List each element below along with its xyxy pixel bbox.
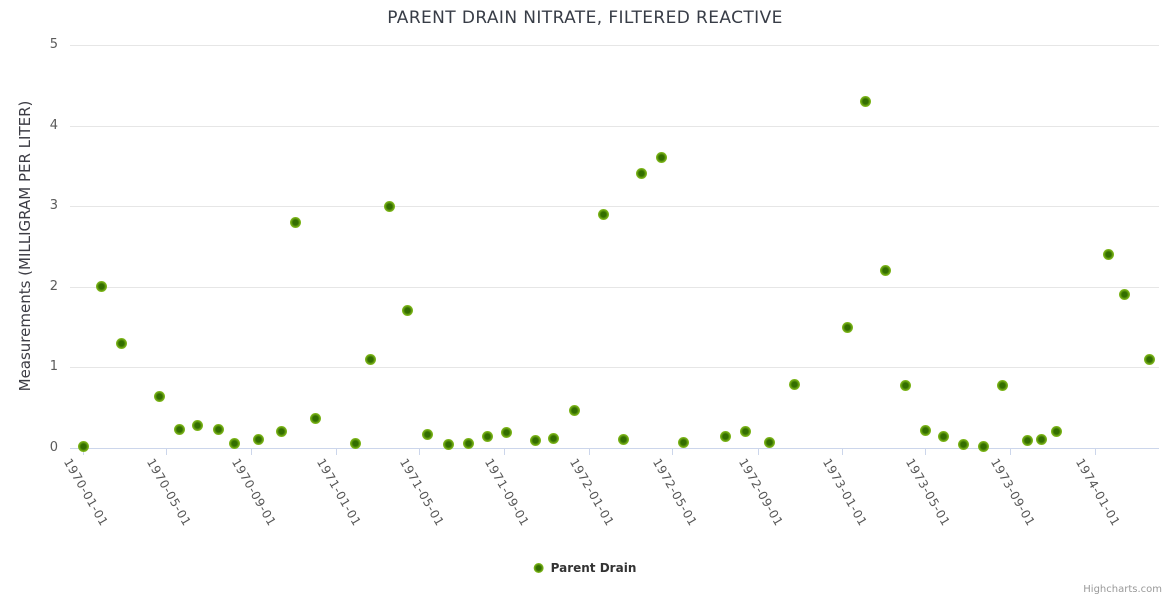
x-axis-tick [166, 449, 168, 455]
data-point[interactable] [275, 425, 287, 437]
data-point[interactable] [977, 440, 989, 452]
data-point[interactable] [1143, 353, 1155, 365]
data-point[interactable] [383, 200, 395, 212]
data-point[interactable] [655, 152, 667, 164]
x-axis-tick-label: 1973-09-01 [988, 456, 1039, 529]
data-point[interactable] [636, 168, 648, 180]
data-point[interactable] [919, 424, 931, 436]
chart-title: PARENT DRAIN NITRATE, FILTERED REACTIVE [387, 8, 783, 28]
y-axis-tick-label: 1 [49, 359, 58, 375]
data-point[interactable] [115, 337, 127, 349]
gridline [70, 286, 1159, 288]
x-axis-tick-label: 1973-05-01 [903, 456, 954, 529]
x-axis-tick [672, 449, 674, 455]
data-point[interactable] [309, 413, 321, 425]
y-axis-title: Measurements (MILLIGRAM PER LITER) [16, 100, 34, 392]
x-axis-tick [1010, 449, 1012, 455]
data-point[interactable] [96, 281, 108, 293]
x-axis-tick-label: 1971-09-01 [482, 456, 533, 529]
legend-marker-icon [533, 563, 544, 573]
x-axis-tick-label: 1972-01-01 [566, 456, 617, 529]
x-axis-tick-label: 1974-01-01 [1072, 456, 1123, 529]
x-axis-tick [842, 449, 844, 455]
data-point[interactable] [77, 440, 89, 452]
data-point[interactable] [422, 428, 434, 440]
data-point[interactable] [598, 208, 610, 220]
data-point[interactable] [228, 438, 240, 450]
y-axis-tick-label: 4 [49, 117, 58, 133]
x-axis-tick-label: 1971-05-01 [396, 456, 447, 529]
data-point[interactable] [402, 305, 414, 317]
x-axis-tick [504, 449, 506, 455]
y-axis-tick-label: 3 [49, 198, 58, 214]
x-axis-tick-label: 1970-01-01 [60, 456, 111, 529]
data-point[interactable] [547, 432, 559, 444]
data-point[interactable] [1050, 426, 1062, 438]
x-axis-tick [335, 449, 337, 455]
legend-item-label: Parent Drain [550, 561, 637, 575]
data-point[interactable] [213, 423, 225, 435]
data-point[interactable] [719, 431, 731, 443]
data-point[interactable] [174, 423, 186, 435]
x-axis-tick [757, 449, 759, 455]
y-axis-tick-label: 2 [49, 278, 58, 294]
data-point[interactable] [997, 379, 1009, 391]
x-axis-tick [925, 449, 927, 455]
x-axis-tick-label: 1970-05-01 [143, 456, 194, 529]
data-point[interactable] [957, 439, 969, 451]
x-axis-tick [83, 449, 84, 455]
data-point[interactable] [1103, 249, 1115, 261]
data-point[interactable] [154, 390, 166, 402]
gridline [70, 367, 1159, 369]
y-axis-tick-label: 5 [49, 37, 58, 52]
data-point[interactable] [899, 380, 911, 392]
gridline [70, 125, 1159, 127]
gridline [70, 206, 1159, 208]
x-axis-tick-label: 1972-09-01 [735, 456, 786, 529]
data-point[interactable] [938, 431, 950, 443]
x-axis-tick [1095, 449, 1096, 455]
x-axis-tick-label: 1972-05-01 [650, 456, 701, 529]
data-point[interactable] [350, 437, 362, 449]
data-point[interactable] [192, 419, 204, 431]
data-point[interactable] [482, 431, 494, 443]
data-point[interactable] [763, 436, 775, 448]
data-point[interactable] [252, 434, 264, 446]
data-point[interactable] [529, 435, 541, 447]
data-point[interactable] [678, 436, 690, 448]
data-point[interactable] [841, 321, 853, 333]
x-axis-tick [251, 449, 253, 455]
y-axis-tick-label: 0 [49, 440, 58, 455]
data-point[interactable] [462, 438, 474, 450]
data-point[interactable] [860, 95, 872, 107]
data-point[interactable] [1119, 289, 1131, 301]
data-point[interactable] [740, 426, 752, 438]
highcharts-credits-link[interactable]: Highcharts.com [1083, 584, 1162, 595]
data-point[interactable] [880, 265, 892, 277]
x-axis-tick-label: 1970-09-01 [229, 456, 280, 529]
data-point[interactable] [568, 405, 580, 417]
data-point[interactable] [364, 353, 376, 365]
x-axis-line [70, 448, 1159, 449]
legend-item-parent-drain[interactable]: Parent Drain [533, 561, 637, 575]
x-axis-tick-label: 1971-01-01 [313, 456, 364, 529]
gridline [70, 45, 1159, 46]
data-point[interactable] [1036, 434, 1048, 446]
x-axis-tick-label: 1973-01-01 [820, 456, 871, 529]
data-point[interactable] [500, 427, 512, 439]
x-axis-tick [418, 449, 420, 455]
data-point[interactable] [617, 434, 629, 446]
data-point[interactable] [442, 439, 454, 451]
data-point[interactable] [290, 216, 302, 228]
x-axis-tick [588, 449, 590, 455]
data-point[interactable] [788, 378, 800, 390]
data-point[interactable] [1021, 435, 1033, 447]
